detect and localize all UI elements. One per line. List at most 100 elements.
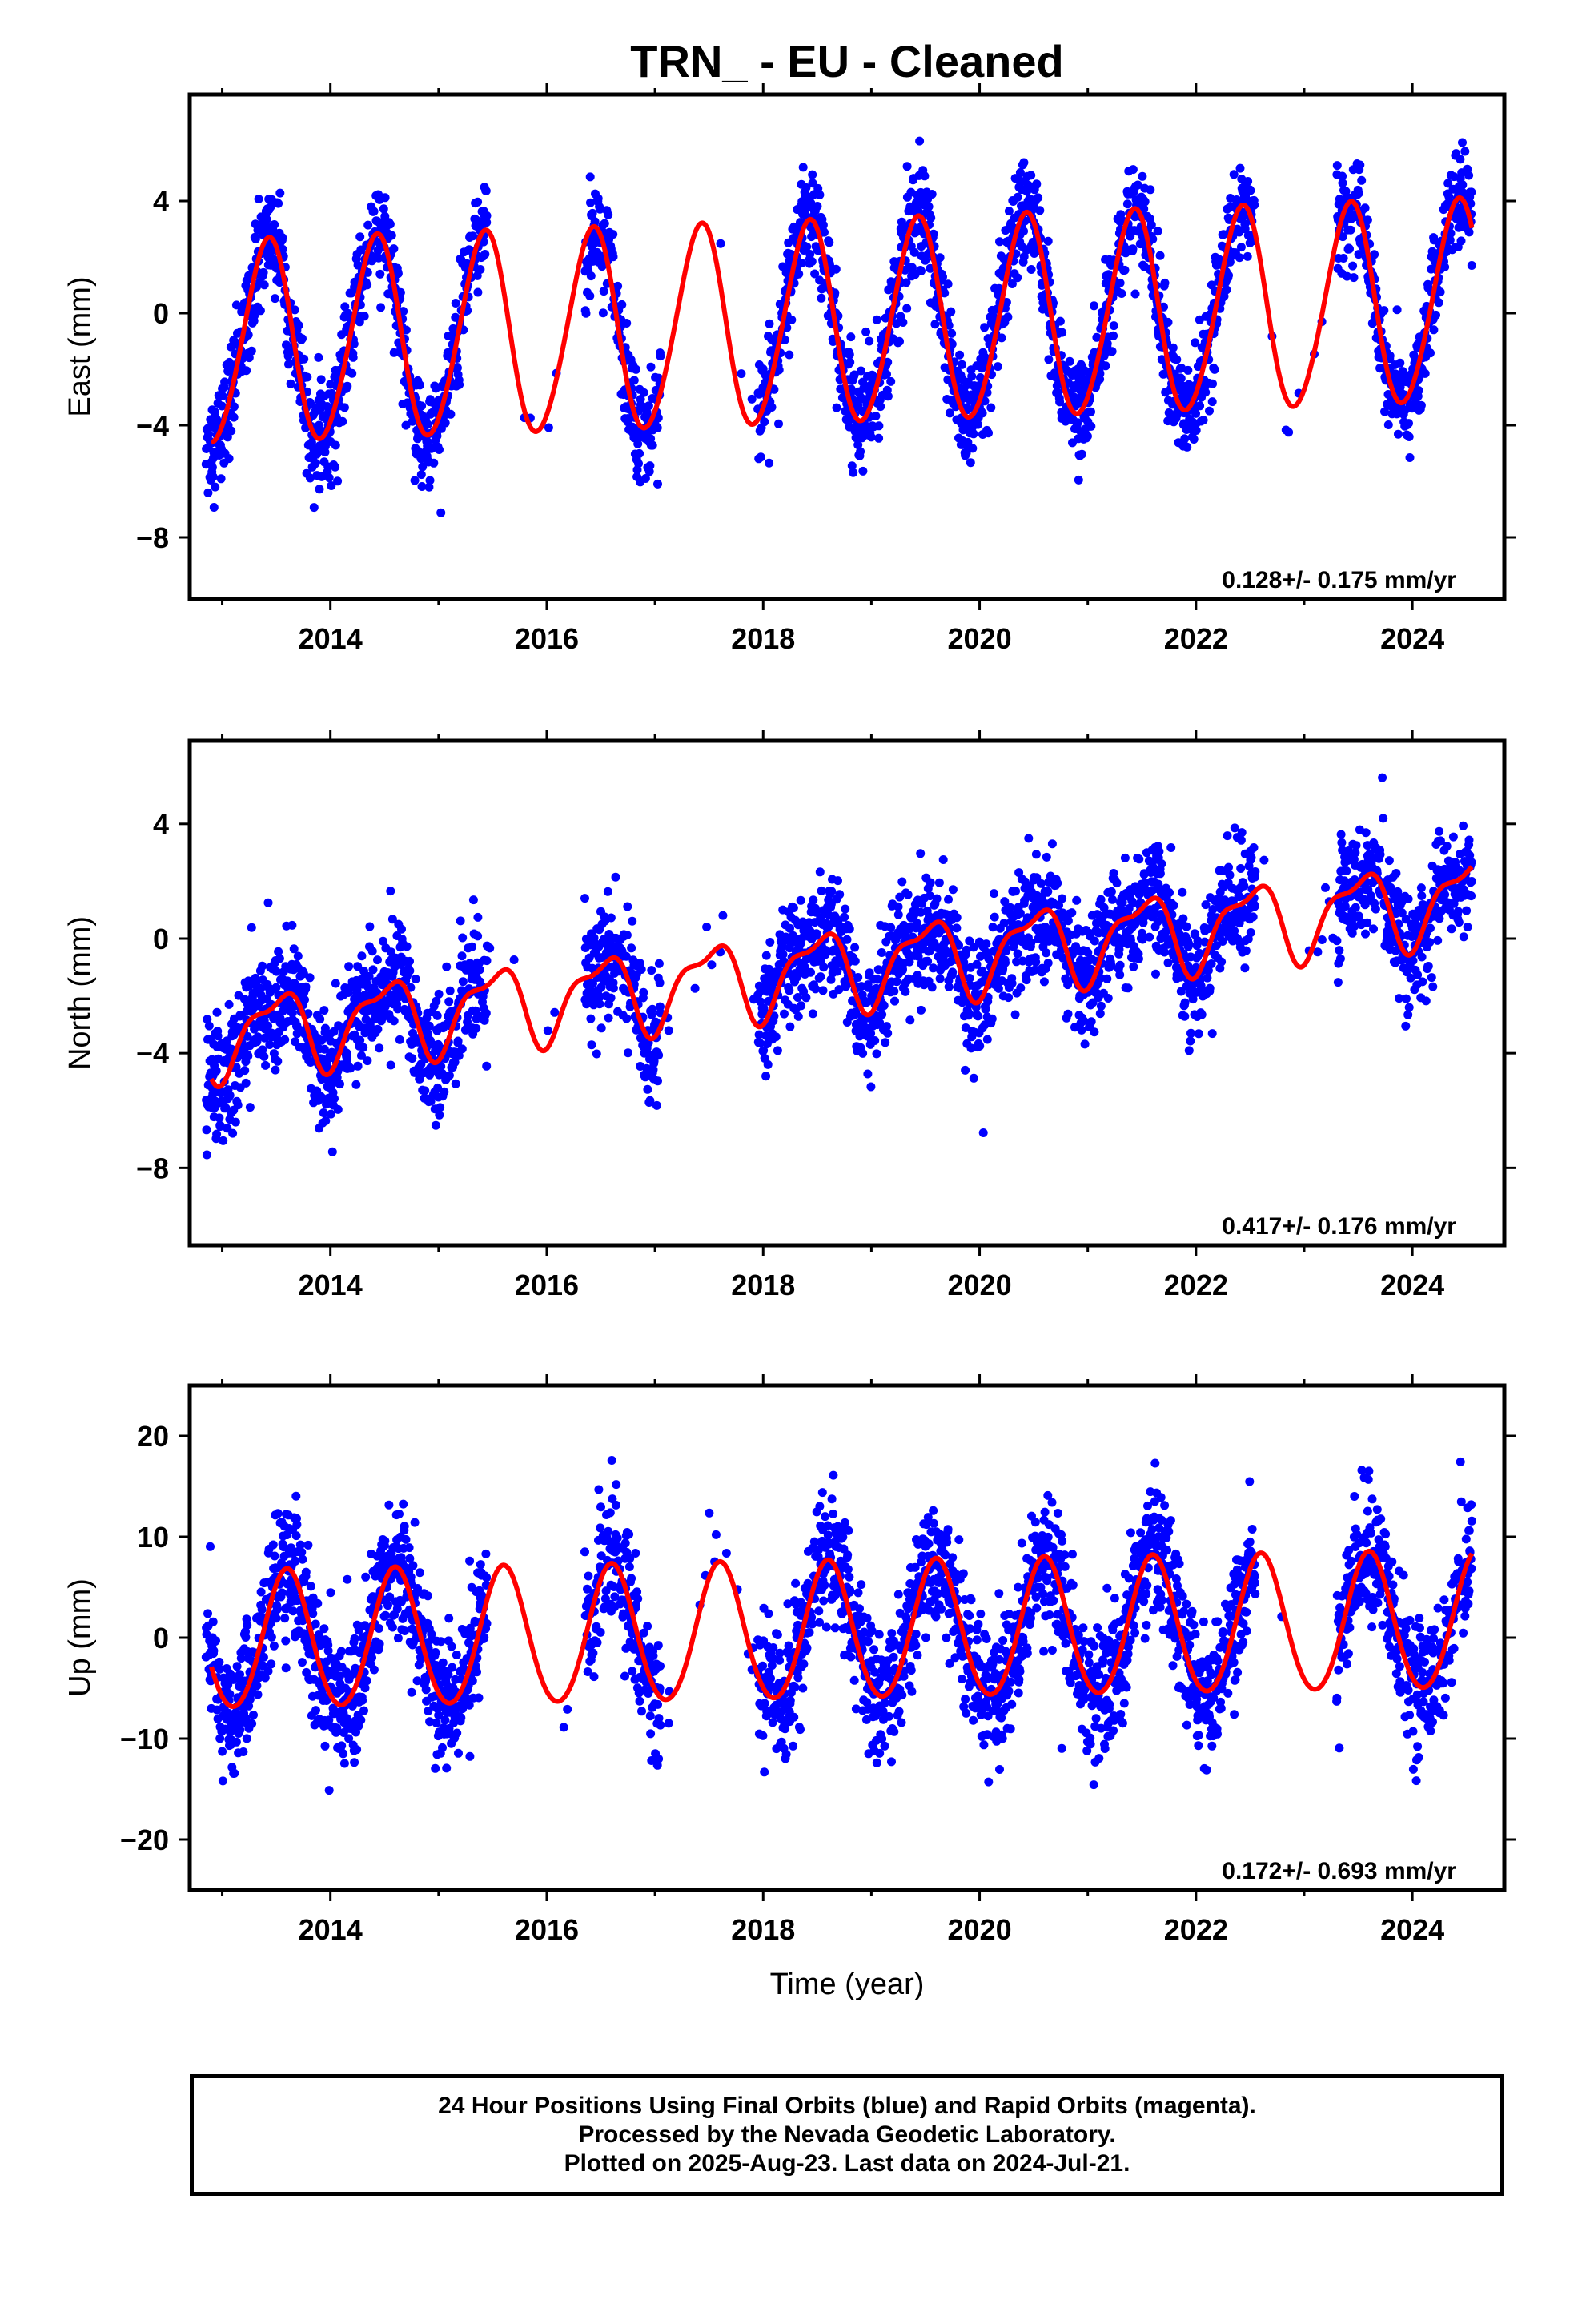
data-point <box>1435 287 1445 297</box>
data-point <box>359 312 369 321</box>
data-point <box>629 376 639 385</box>
data-point <box>1160 947 1170 957</box>
data-point <box>798 163 808 172</box>
data-point <box>1338 232 1347 242</box>
data-point <box>879 1001 889 1011</box>
data-point <box>259 267 268 277</box>
data-point <box>588 208 597 218</box>
data-point <box>761 1072 771 1081</box>
data-point <box>797 259 806 268</box>
data-point <box>1031 957 1041 967</box>
data-point <box>1379 306 1389 316</box>
data-point <box>550 1007 560 1017</box>
data-point <box>271 967 281 976</box>
data-point <box>652 1100 661 1110</box>
data-point <box>785 1022 795 1031</box>
data-point <box>1420 368 1430 378</box>
data-point <box>850 943 860 952</box>
data-point <box>831 264 841 274</box>
data-point <box>373 1024 383 1034</box>
data-point <box>1134 954 1143 963</box>
data-point <box>365 922 375 931</box>
data-point <box>653 1076 662 1086</box>
data-point <box>690 983 700 993</box>
data-point <box>298 334 307 344</box>
data-point <box>653 413 663 423</box>
data-point <box>1458 180 1468 190</box>
data-point <box>947 340 957 349</box>
data-point <box>386 1060 396 1070</box>
data-point <box>435 445 444 454</box>
data-point <box>883 392 893 401</box>
data-point <box>820 227 829 237</box>
data-point <box>793 1011 803 1021</box>
data-point <box>219 1136 228 1145</box>
data-point <box>883 1028 893 1038</box>
data-point <box>774 365 784 375</box>
data-point <box>333 1104 343 1114</box>
data-point <box>818 220 828 230</box>
data-point <box>287 920 297 930</box>
data-point <box>445 986 455 995</box>
data-point <box>924 202 934 211</box>
data-point <box>853 973 863 982</box>
data-point <box>1404 432 1414 441</box>
data-point <box>1123 983 1133 993</box>
data-point <box>479 237 488 247</box>
data-point <box>1157 859 1166 869</box>
data-point <box>889 987 899 996</box>
data-point <box>453 1036 463 1046</box>
data-point <box>399 307 408 316</box>
data-point <box>1169 901 1178 910</box>
data-point <box>229 402 239 412</box>
data-point <box>1043 959 1053 967</box>
data-point <box>846 332 856 342</box>
data-point <box>1199 416 1208 425</box>
data-point <box>326 1109 335 1119</box>
data-point <box>635 448 644 458</box>
data-point <box>1034 193 1043 203</box>
data-point <box>1007 979 1017 988</box>
data-point <box>1096 1001 1106 1011</box>
data-point <box>1178 887 1187 897</box>
data-point <box>473 287 483 297</box>
data-point <box>299 354 309 364</box>
data-point <box>765 458 774 468</box>
data-point <box>389 244 399 254</box>
data-point <box>624 1048 632 1058</box>
data-point <box>920 171 930 181</box>
data-point <box>218 392 227 400</box>
data-point <box>1077 449 1086 459</box>
data-point <box>259 280 269 290</box>
data-point <box>872 315 881 324</box>
data-point <box>1182 922 1191 931</box>
data-point <box>974 1011 982 1021</box>
data-point <box>331 979 340 988</box>
data-point <box>1058 328 1067 337</box>
data-point <box>408 1054 417 1063</box>
data-point <box>305 973 315 983</box>
data-point <box>342 1048 351 1058</box>
data-point <box>1201 388 1211 397</box>
data-point <box>265 1040 275 1049</box>
data-point <box>458 977 468 987</box>
data-point <box>893 910 903 919</box>
data-point <box>771 1032 781 1042</box>
data-point <box>1210 364 1219 374</box>
data-point <box>1003 312 1013 322</box>
data-point <box>321 1116 331 1125</box>
data-point <box>1380 407 1389 416</box>
data-point <box>1109 331 1118 340</box>
data-point <box>405 966 415 975</box>
data-point <box>997 333 1006 343</box>
data-point <box>1405 453 1415 462</box>
data-point <box>393 269 403 279</box>
data-point <box>909 247 919 257</box>
data-point <box>1191 338 1200 348</box>
data-point <box>840 912 849 922</box>
data-point <box>1354 250 1363 259</box>
data-point <box>861 327 871 336</box>
data-point <box>355 232 365 242</box>
data-point <box>287 1008 297 1018</box>
data-point <box>247 346 256 356</box>
